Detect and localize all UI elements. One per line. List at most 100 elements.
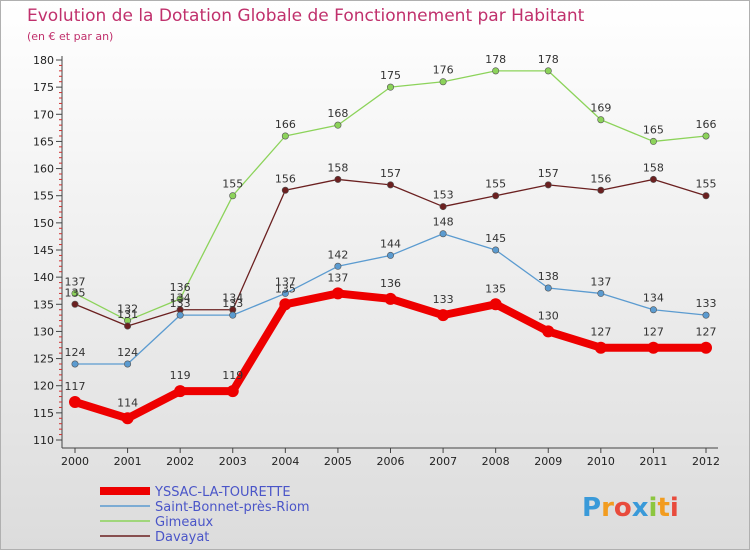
x-tick-label: 2010: [587, 455, 615, 468]
x-tick-label: 2000: [61, 455, 89, 468]
x-tick-label: 2003: [219, 455, 247, 468]
y-tick-label: 165: [33, 135, 54, 148]
data-label: 175: [380, 69, 401, 82]
x-tick-label: 2007: [429, 455, 457, 468]
x-tick-label: 2011: [639, 455, 667, 468]
data-point: [544, 181, 552, 189]
data-label: 134: [222, 292, 243, 305]
data-label: 137: [327, 271, 348, 284]
axes: 110 115 120 125 130 135 140 145 150 155 160 165 170 1…: [33, 54, 720, 468]
data-point: [439, 78, 447, 86]
data-point: [597, 186, 605, 194]
y-tick-label: 180: [33, 54, 54, 67]
data-label: 165: [643, 123, 664, 136]
data-point: [71, 300, 79, 308]
data-point: [702, 311, 710, 319]
data-label: 127: [643, 326, 664, 339]
x-tick-label: 2008: [482, 455, 510, 468]
data-point: [649, 175, 657, 183]
data-point: [492, 192, 500, 200]
logo-letter: i: [670, 493, 679, 523]
data-point: [597, 116, 605, 124]
data-label: 155: [485, 178, 506, 191]
chart-title: Evolution de la Dotation Globale de Fonc…: [27, 6, 585, 26]
data-label: 127: [696, 326, 717, 339]
data-label: 137: [65, 275, 86, 288]
data-point: [700, 341, 712, 354]
data-label: 132: [117, 303, 138, 316]
data-point: [544, 284, 552, 292]
data-label: 169: [590, 102, 611, 115]
data-label: 131: [117, 308, 138, 321]
data-point: [386, 181, 394, 189]
logo-letter: P: [582, 493, 601, 523]
data-label: 166: [696, 118, 717, 131]
data-point: [649, 137, 657, 145]
data-label: 135: [275, 282, 296, 295]
data-point: [597, 289, 605, 297]
logo-letter: r: [601, 493, 614, 523]
data-point: [702, 132, 710, 140]
data-label: 137: [275, 275, 296, 288]
data-label: 124: [117, 346, 138, 359]
data-point: [594, 341, 607, 354]
data-point: [71, 360, 79, 368]
data-point: [439, 230, 447, 238]
data-label: 168: [327, 107, 348, 120]
data-point: [124, 360, 132, 368]
x-tick-label: 2009: [534, 455, 562, 468]
data-label: 178: [485, 53, 506, 66]
data-label: 135: [65, 286, 86, 299]
data-label: 138: [538, 270, 559, 283]
data-label: 119: [222, 369, 243, 382]
data-label: 148: [433, 216, 454, 229]
data-point: [176, 311, 184, 319]
y-tick-label: 170: [33, 108, 54, 121]
data-label: 176: [433, 64, 454, 77]
data-point: [384, 292, 397, 305]
data-point: [124, 322, 132, 330]
data-point: [386, 83, 394, 91]
x-tick-label: 2006: [377, 455, 405, 468]
data-point: [439, 203, 447, 211]
data-label: 114: [117, 396, 138, 409]
data-label: 135: [485, 282, 506, 295]
data-point: [229, 192, 237, 200]
legend-label: Davayat: [155, 530, 209, 545]
data-label: 166: [275, 118, 296, 131]
data-point: [71, 289, 79, 297]
data-label: 155: [222, 178, 243, 191]
data-label: 136: [380, 277, 401, 290]
data-point: [281, 132, 289, 140]
legend-label: Gimeaux: [155, 515, 214, 530]
y-tick-label: 155: [33, 190, 54, 203]
data-label: 127: [590, 326, 611, 339]
y-tick-label: 130: [33, 325, 54, 338]
data-label: 130: [538, 309, 559, 322]
data-label: 178: [538, 53, 559, 66]
data-point: [492, 67, 500, 75]
data-point: [702, 192, 710, 200]
data-point: [386, 251, 394, 259]
data-label: 133: [433, 293, 454, 306]
x-tick-label: 2002: [166, 455, 194, 468]
data-label: 158: [643, 161, 664, 174]
data-point: [226, 385, 239, 398]
data-label: 137: [590, 275, 611, 288]
data-label: 157: [538, 167, 559, 180]
proxiti-logo: Proxiti: [582, 493, 679, 523]
y-tick-label: 140: [33, 271, 54, 284]
data-point: [281, 186, 289, 194]
y-tick-label: 135: [33, 298, 54, 311]
data-label: 133: [170, 297, 191, 310]
data-label: 133: [696, 297, 717, 310]
data-point: [229, 311, 237, 319]
legend-label: YSSAC-LA-TOURETTE: [154, 485, 291, 500]
y-tick-label: 125: [33, 353, 54, 366]
data-point: [489, 298, 502, 311]
data-point: [334, 262, 342, 270]
series-gimeaux: 137 132 136 155 166 168 175 176 178 178 169 165 166: [65, 53, 717, 325]
